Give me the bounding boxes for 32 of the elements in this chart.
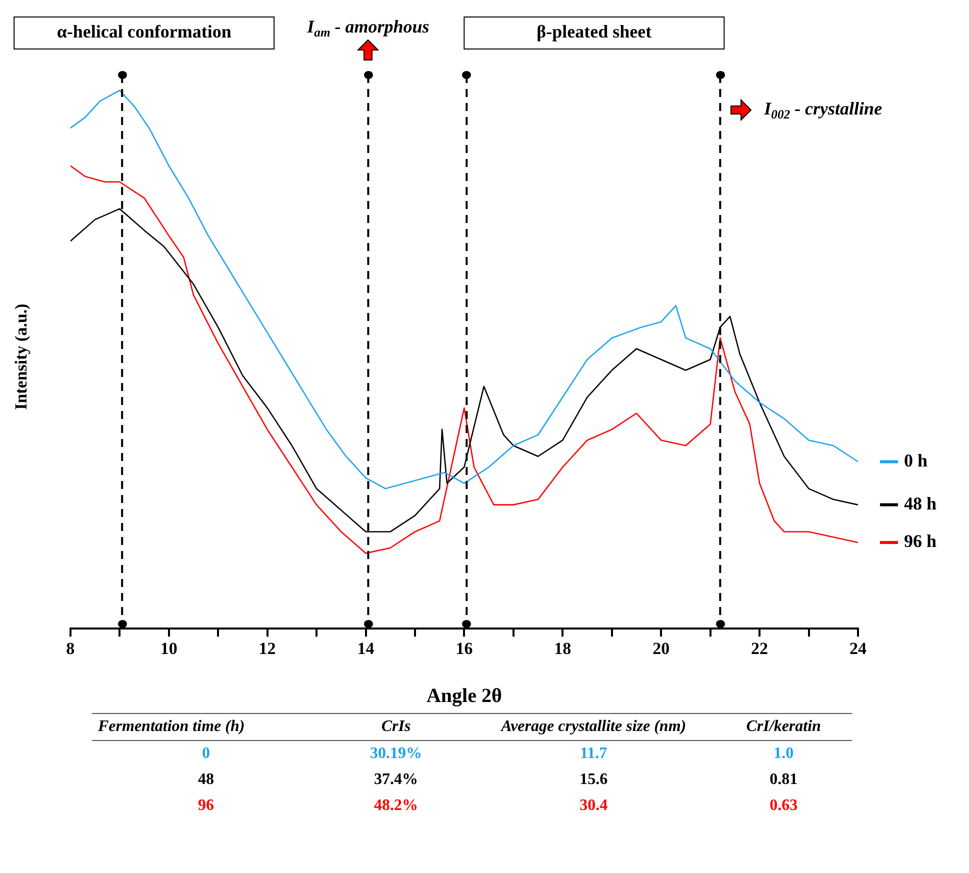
legend-label: 48 h: [904, 493, 937, 514]
text: 37.4%: [373, 770, 419, 790]
x-tick-label: 24: [850, 639, 867, 658]
x-axis-title: Angle 2θ: [426, 685, 502, 708]
x-tick-label: 18: [554, 639, 572, 658]
text: CrIs: [380, 717, 412, 737]
text: 0: [201, 744, 211, 764]
x-tick-label: 22: [751, 639, 768, 658]
text: CrI/keratin: [745, 717, 822, 737]
x-tick-label: 12: [258, 639, 276, 658]
legend-label: 0 h: [904, 450, 928, 470]
text: 1.0: [772, 744, 795, 764]
x-tick-label: 8: [66, 639, 75, 658]
x-tick-label: 16: [456, 639, 473, 658]
y-axis-title: Intensity (a.u.): [12, 304, 31, 410]
x-tick-label: 14: [357, 639, 375, 658]
text: 48: [197, 770, 215, 790]
text: β-pleated sheet: [536, 22, 652, 42]
text: Average crystallite size (nm): [499, 717, 688, 737]
text: 30.4: [578, 796, 609, 816]
text: 96: [197, 796, 215, 816]
legend-label: 96 h: [904, 531, 937, 552]
text: 0.63: [768, 796, 799, 816]
text: 0.81: [768, 770, 799, 790]
text: 11.7: [579, 744, 608, 764]
text: 48.2%: [373, 796, 419, 816]
x-tick-label: 20: [652, 639, 670, 658]
x-tick-label: 10: [160, 639, 178, 658]
text: 15.6: [578, 770, 609, 790]
text: 30.19%: [369, 744, 423, 764]
ref-line-label: α-helical conformation: [56, 22, 232, 42]
text: Fermentation time (h): [97, 717, 246, 737]
